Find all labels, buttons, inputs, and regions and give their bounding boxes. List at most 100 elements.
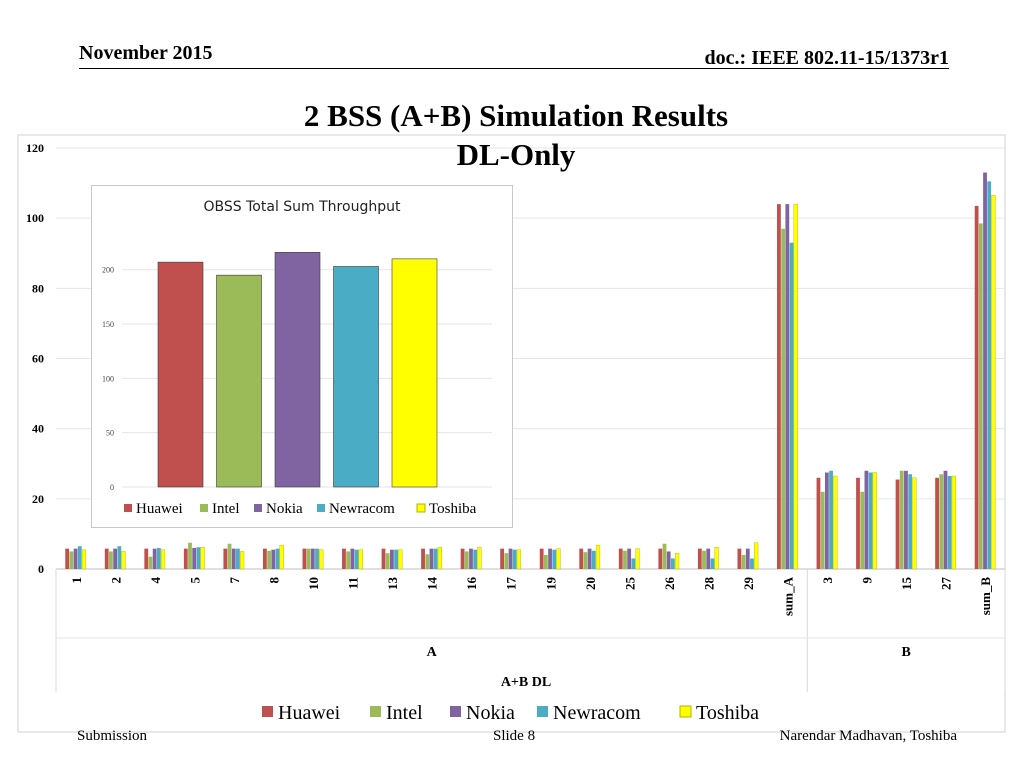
- bar-newracom-7: [236, 548, 240, 569]
- x-tick-label: 28: [701, 577, 716, 591]
- bar-newracom-11: [354, 549, 359, 569]
- bar-huawei-27: [935, 477, 939, 569]
- bar-newracom-2: [117, 546, 122, 569]
- inset-bar-newracom: [333, 266, 379, 488]
- bar-intel-16: [464, 551, 469, 569]
- bar-huawei-28: [697, 548, 702, 569]
- bar-huawei-14: [421, 548, 425, 569]
- bar-intel-8: [267, 550, 271, 569]
- bar-toshiba-2: [121, 551, 126, 570]
- legend-swatch-nokia: [450, 706, 461, 717]
- bar-toshiba-3: [833, 475, 838, 570]
- bar-toshiba-16: [477, 547, 482, 570]
- bar-huawei-19: [539, 548, 544, 569]
- inset-chart-panel: OBSS Total Sum Throughput 0 50 100 150 200 Hua…: [91, 185, 513, 528]
- bar-nokia-sum_A: [785, 204, 790, 569]
- bar-huawei-4: [144, 548, 149, 569]
- slide-title-line1: 2 BSS (A+B) Simulation Results: [303, 98, 729, 133]
- x-tick-label: 7: [227, 577, 242, 584]
- legend-label-nokia: Nokia: [466, 702, 515, 724]
- bar-nokia-19: [548, 548, 552, 569]
- bar-nokia-8: [271, 549, 276, 569]
- bar-huawei-10: [302, 548, 307, 569]
- bar-nokia-20: [587, 548, 592, 569]
- x-tick-label: 1: [69, 577, 84, 584]
- bar-toshiba-sum_B: [991, 195, 996, 570]
- inset-title: OBSS Total Sum Throughput: [204, 199, 401, 215]
- x-tick-label: 29: [741, 577, 756, 591]
- bar-huawei-15: [895, 479, 900, 569]
- bar-nokia-7: [231, 548, 236, 569]
- bar-intel-20: [583, 552, 588, 569]
- bar-toshiba-7: [240, 551, 245, 570]
- x-axis-title: A+B DL: [501, 675, 551, 690]
- legend-label-intel: Intel: [386, 702, 423, 724]
- x-tick-label: 11: [346, 577, 361, 589]
- bar-intel-17: [504, 553, 509, 569]
- bar-huawei-20: [579, 548, 584, 569]
- bar-toshiba-11: [358, 549, 363, 570]
- bar-newracom-5: [196, 547, 201, 569]
- bar-newracom-4: [156, 547, 161, 569]
- bar-intel-27: [939, 474, 944, 569]
- x-tick-label: sum_B: [978, 577, 993, 616]
- inset-bar-chart: OBSS Total Sum Throughput 0 50 100 150 200 Hua…: [102, 199, 492, 517]
- inset-y-tick-label: 100: [102, 374, 114, 383]
- x-tick-label: 5: [187, 577, 202, 584]
- bar-toshiba-14: [437, 547, 442, 570]
- bar-huawei-13: [381, 548, 386, 569]
- bar-newracom-27: [947, 476, 952, 569]
- bar-toshiba-5: [200, 547, 205, 570]
- bar-huawei-8: [262, 548, 267, 569]
- y-tick-label: 80: [32, 281, 44, 295]
- inset-legend-swatch-newracom: [317, 504, 325, 512]
- bar-newracom-19: [552, 549, 557, 569]
- header-rule: [79, 68, 949, 69]
- bar-nokia-11: [350, 548, 355, 569]
- inset-y-tick-label: 0: [110, 483, 114, 492]
- inset-legend-swatch-intel: [200, 504, 208, 512]
- x-tick-label: 9: [860, 577, 875, 584]
- x-tick-label: 13: [385, 577, 400, 591]
- bar-nokia-4: [152, 548, 157, 569]
- x-tick-label: 4: [148, 577, 163, 584]
- bar-nokia-13: [390, 549, 394, 569]
- inset-y-tick-label: 50: [106, 429, 114, 438]
- bar-huawei-9: [856, 477, 860, 569]
- bar-huawei-sum_A: [777, 204, 781, 569]
- inset-legend-swatch-nokia: [254, 504, 262, 512]
- bar-nokia-sum_B: [983, 172, 987, 569]
- bar-intel-1: [69, 551, 74, 569]
- bar-intel-19: [543, 554, 548, 569]
- bar-huawei-17: [500, 548, 505, 569]
- bar-toshiba-20: [595, 544, 601, 570]
- bar-intel-2: [109, 551, 113, 569]
- bar-newracom-17: [512, 549, 517, 569]
- y-tick-label: 20: [32, 492, 44, 506]
- bar-nokia-17: [508, 548, 513, 569]
- x-tick-label: 14: [425, 577, 440, 591]
- x-tick-label: sum_A: [781, 576, 796, 616]
- inset-bar-intel: [216, 274, 262, 488]
- bar-toshiba-29: [754, 542, 759, 570]
- bar-nokia-10: [310, 548, 315, 569]
- bar-huawei-5: [183, 548, 188, 569]
- bar-newracom-9: [868, 472, 873, 569]
- slide-title-line2: DL-Only: [456, 137, 576, 172]
- bar-intel-sum_A: [781, 228, 786, 570]
- bar-toshiba-27: [951, 475, 956, 570]
- bar-huawei-26: [658, 548, 663, 569]
- group-label-B: B: [901, 645, 910, 660]
- inset-bar-nokia: [274, 252, 321, 488]
- inset-bar-toshiba: [391, 258, 438, 488]
- bar-intel-13: [385, 553, 390, 569]
- bar-toshiba-25: [635, 548, 640, 570]
- inset-bar-huawei: [157, 261, 204, 488]
- footer-author: Narendar Madhavan, Toshiba: [779, 728, 957, 744]
- bar-huawei-16: [460, 548, 465, 569]
- bar-nokia-3: [824, 472, 829, 569]
- bar-newracom-20: [591, 550, 596, 569]
- bar-newracom-sum_A: [789, 242, 794, 569]
- bar-newracom-sum_B: [987, 181, 992, 569]
